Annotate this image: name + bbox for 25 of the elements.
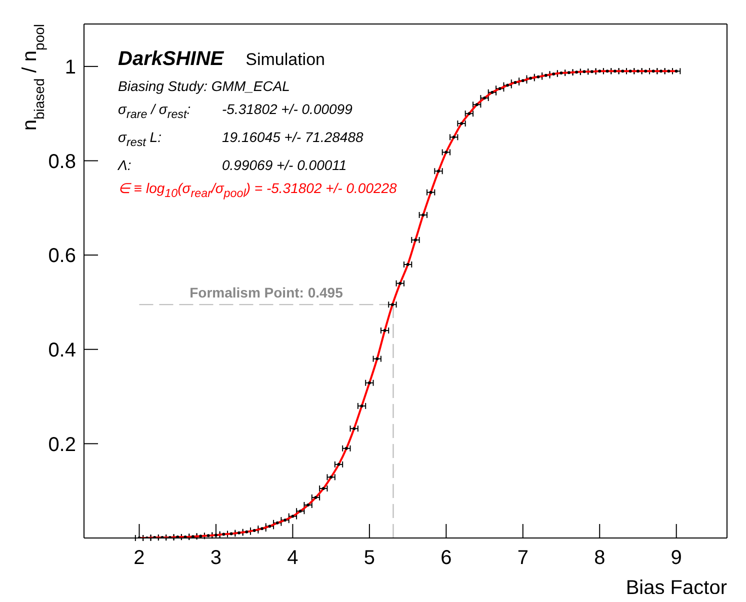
y-tick-label: 1	[64, 56, 76, 79]
annotation: σ$_{rare}$ / σ$_{rest}$:	[118, 100, 192, 123]
y-tick-label: 0.2	[48, 434, 76, 456]
x-tick-label: 9	[670, 547, 682, 570]
x-tick-label: 7	[517, 547, 528, 570]
annotation: -5.31802 +/- 0.00099	[222, 100, 352, 119]
annotation: 0.99069 +/- 0.00011	[222, 156, 347, 175]
annotation: DarkSHINE	[118, 48, 224, 70]
x-axis-title: Bias Factor	[626, 577, 728, 599]
x-tick-label: 2	[134, 547, 145, 570]
annotation: ∈ ≡ log$_{10}$(σ$_{rear}$/σ$_{pool}$) = -5.31802 +/- 0.00228	[118, 178, 397, 202]
annotation: σ$_{rest}$ L:	[118, 128, 162, 151]
ref-line-label: Formalism Point: 0.495	[190, 284, 344, 301]
x-tick-label: 8	[594, 547, 606, 570]
annotation: Simulation	[246, 50, 325, 69]
x-tick-label: 4	[287, 547, 298, 570]
annotation: Biasing Study: GMM_ECAL	[118, 77, 291, 96]
y-tick-label: 0.4	[48, 339, 76, 362]
x-tick-label: 5	[364, 547, 375, 570]
y-tick-label: 0.6	[48, 245, 76, 268]
x-tick-label: 6	[440, 547, 452, 570]
y-tick-label: 0.8	[48, 150, 76, 173]
annotation: Λ:	[118, 156, 132, 175]
x-tick-label: 3	[210, 547, 222, 570]
annotation: 19.16045 +/- 71.28488	[222, 128, 364, 147]
